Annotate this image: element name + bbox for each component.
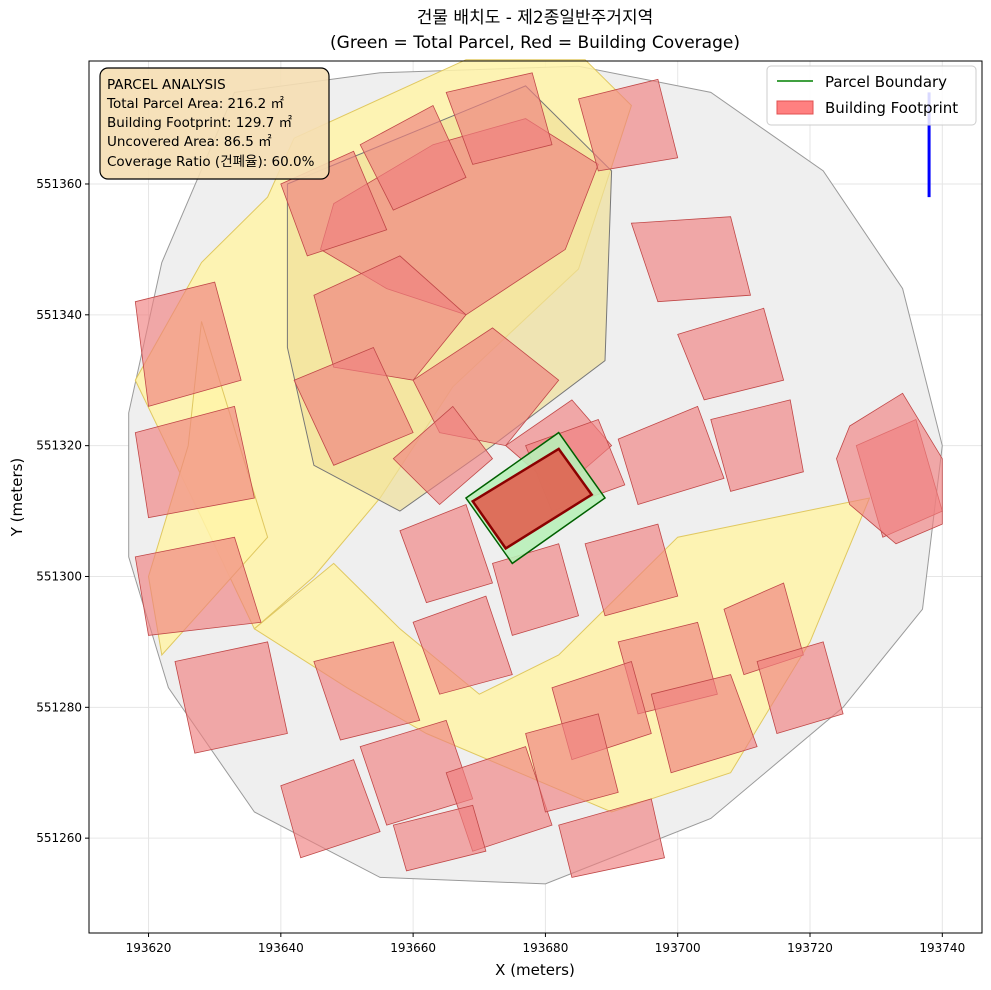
context-building bbox=[134, 536, 262, 636]
map-layers bbox=[128, 59, 943, 885]
context-building bbox=[359, 104, 467, 211]
context-building bbox=[525, 713, 619, 813]
context-building bbox=[677, 307, 785, 401]
chart-title: 건물 배치도 - 제2종일반주거지역 bbox=[417, 8, 653, 28]
chart-title-group: 건물 배치도 - 제2종일반주거지역 (Green = Total Parcel… bbox=[330, 8, 740, 53]
chart-subtitle: (Green = Total Parcel, Red = Building Co… bbox=[330, 33, 740, 53]
context-building bbox=[578, 78, 679, 172]
x-axis-label: X (meters) bbox=[495, 961, 575, 979]
info-box-heading: PARCEL ANALYSIS bbox=[107, 77, 226, 93]
x-tick-label: 193720 bbox=[787, 941, 833, 955]
x-tick-label: 193680 bbox=[523, 941, 569, 955]
axes-frame bbox=[88, 60, 983, 934]
x-tick-label: 193640 bbox=[258, 941, 304, 955]
context-building bbox=[650, 674, 758, 774]
context-building bbox=[313, 255, 467, 381]
y-tick-label: 551320 bbox=[36, 439, 82, 453]
y-axis-label: Y (meters) bbox=[8, 458, 26, 538]
x-tick-label: 193620 bbox=[126, 941, 172, 955]
x-tick-label: 193740 bbox=[919, 941, 965, 955]
context-building bbox=[174, 641, 288, 754]
target-building bbox=[470, 447, 594, 551]
context-building bbox=[630, 216, 752, 303]
info-uncovered-area: Uncovered Area: 86.5 ㎡ bbox=[107, 134, 272, 150]
context-building bbox=[134, 281, 242, 407]
y-tick-label: 551280 bbox=[36, 700, 82, 714]
context-building bbox=[313, 641, 421, 741]
x-axis: 193620 193640 193660 193680 193700 193720 1937… bbox=[126, 933, 965, 955]
context-building bbox=[492, 543, 579, 636]
context-building bbox=[412, 595, 513, 695]
legend-frame bbox=[766, 65, 977, 126]
context-building bbox=[710, 399, 804, 492]
x-tick-label: 193660 bbox=[390, 941, 436, 955]
legend: Parcel Boundary Building Footprint bbox=[766, 65, 977, 126]
context-building bbox=[134, 405, 255, 519]
context-building bbox=[399, 503, 494, 604]
info-coverage-ratio: Coverage Ratio (건폐율): 60.0% bbox=[107, 154, 315, 170]
info-box-background bbox=[99, 67, 330, 180]
context-building bbox=[756, 641, 844, 734]
y-tick-label: 551360 bbox=[36, 177, 82, 191]
legend-building-swatch bbox=[776, 100, 814, 115]
context-building bbox=[293, 346, 414, 466]
context-building bbox=[280, 759, 381, 859]
info-building-footprint: Building Footprint: 129.7 ㎡ bbox=[107, 115, 293, 131]
info-total-area: Total Parcel Area: 216.2 ㎡ bbox=[106, 96, 284, 112]
y-tick-label: 551260 bbox=[36, 831, 82, 845]
legend-building-label: Building Footprint bbox=[825, 99, 958, 117]
y-tick-label: 551340 bbox=[36, 308, 82, 322]
context-building bbox=[445, 72, 553, 165]
context-building bbox=[558, 798, 665, 878]
y-axis: 551260 551280 551300 551320 551340 551360 bbox=[36, 177, 89, 845]
context-building bbox=[392, 405, 494, 506]
info-box: PARCEL ANALYSIS Total Parcel Area: 216.2… bbox=[99, 67, 330, 180]
context-building bbox=[392, 804, 487, 872]
x-tick-label: 193700 bbox=[655, 941, 701, 955]
legend-parcel-label: Parcel Boundary bbox=[825, 73, 947, 91]
y-tick-label: 551300 bbox=[36, 569, 82, 583]
context-building bbox=[584, 523, 679, 617]
context-building-rounded bbox=[836, 392, 943, 545]
context-building bbox=[617, 405, 725, 505]
